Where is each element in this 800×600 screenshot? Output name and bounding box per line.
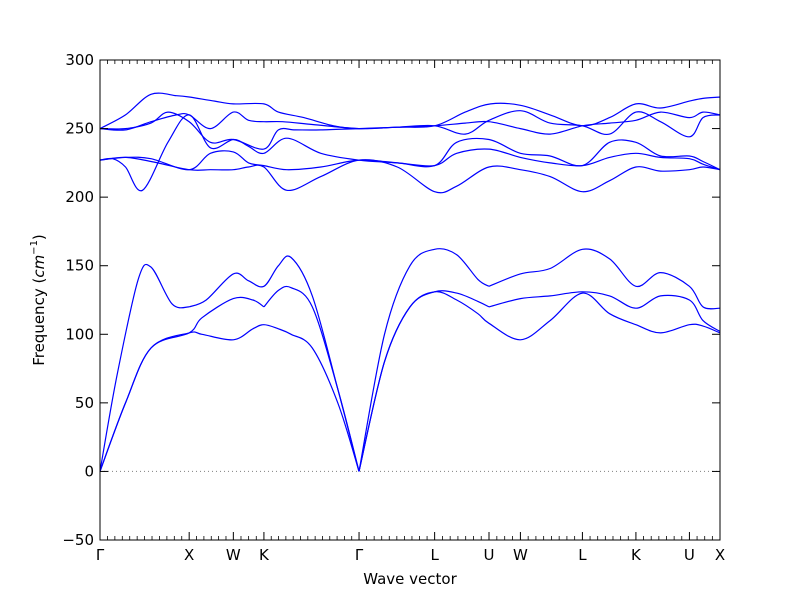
tick-layer xyxy=(99,59,721,541)
x-tick-label: Γ xyxy=(96,546,105,564)
x-tick-label: X xyxy=(184,546,194,564)
x-tick-label: K xyxy=(259,546,270,564)
series-layer xyxy=(99,92,721,472)
x-tick-label: U xyxy=(684,546,695,564)
y-axis-label-exponent: −1 xyxy=(29,240,40,255)
x-axis-label: Wave vector xyxy=(363,570,457,588)
y-tick-label: 0 xyxy=(84,462,94,480)
band-line-10 xyxy=(358,291,721,472)
band-line-4 xyxy=(488,248,721,310)
y-tick-label: 150 xyxy=(65,257,94,275)
plot-frame xyxy=(99,59,721,541)
x-tick-label: Γ xyxy=(355,546,364,564)
x-tick-label: U xyxy=(483,546,494,564)
y-axis-label-text: Frequency ( xyxy=(30,278,48,366)
band-line-8 xyxy=(488,291,721,333)
y-tick-label: 50 xyxy=(75,394,94,412)
x-tick-label: K xyxy=(631,546,642,564)
x-tick-label: L xyxy=(430,546,439,564)
x-tick-label: W xyxy=(226,546,241,564)
y-tick-label: 250 xyxy=(65,120,94,138)
x-tick-label: W xyxy=(513,546,528,564)
band-line-9 xyxy=(99,324,360,472)
band-line-15 xyxy=(99,148,721,171)
band-line-6 xyxy=(263,285,360,472)
x-tick-label: X xyxy=(715,546,725,564)
y-tick-label: −50 xyxy=(62,531,94,549)
band-line-3 xyxy=(358,248,490,472)
y-axis-label: Frequency (cm−1) xyxy=(29,234,48,366)
x-tick-label: L xyxy=(578,546,587,564)
band-line-16 xyxy=(99,156,721,194)
band-line-13 xyxy=(99,110,721,150)
band-line-14 xyxy=(99,114,721,192)
y-tick-label: 300 xyxy=(65,51,94,69)
y-axis-label-unit: cm xyxy=(30,255,48,278)
y-tick-label: 100 xyxy=(65,325,94,343)
y-axis-label-close: ) xyxy=(30,234,48,240)
band-line-1 xyxy=(99,263,190,472)
y-tick-label: 200 xyxy=(65,188,94,206)
